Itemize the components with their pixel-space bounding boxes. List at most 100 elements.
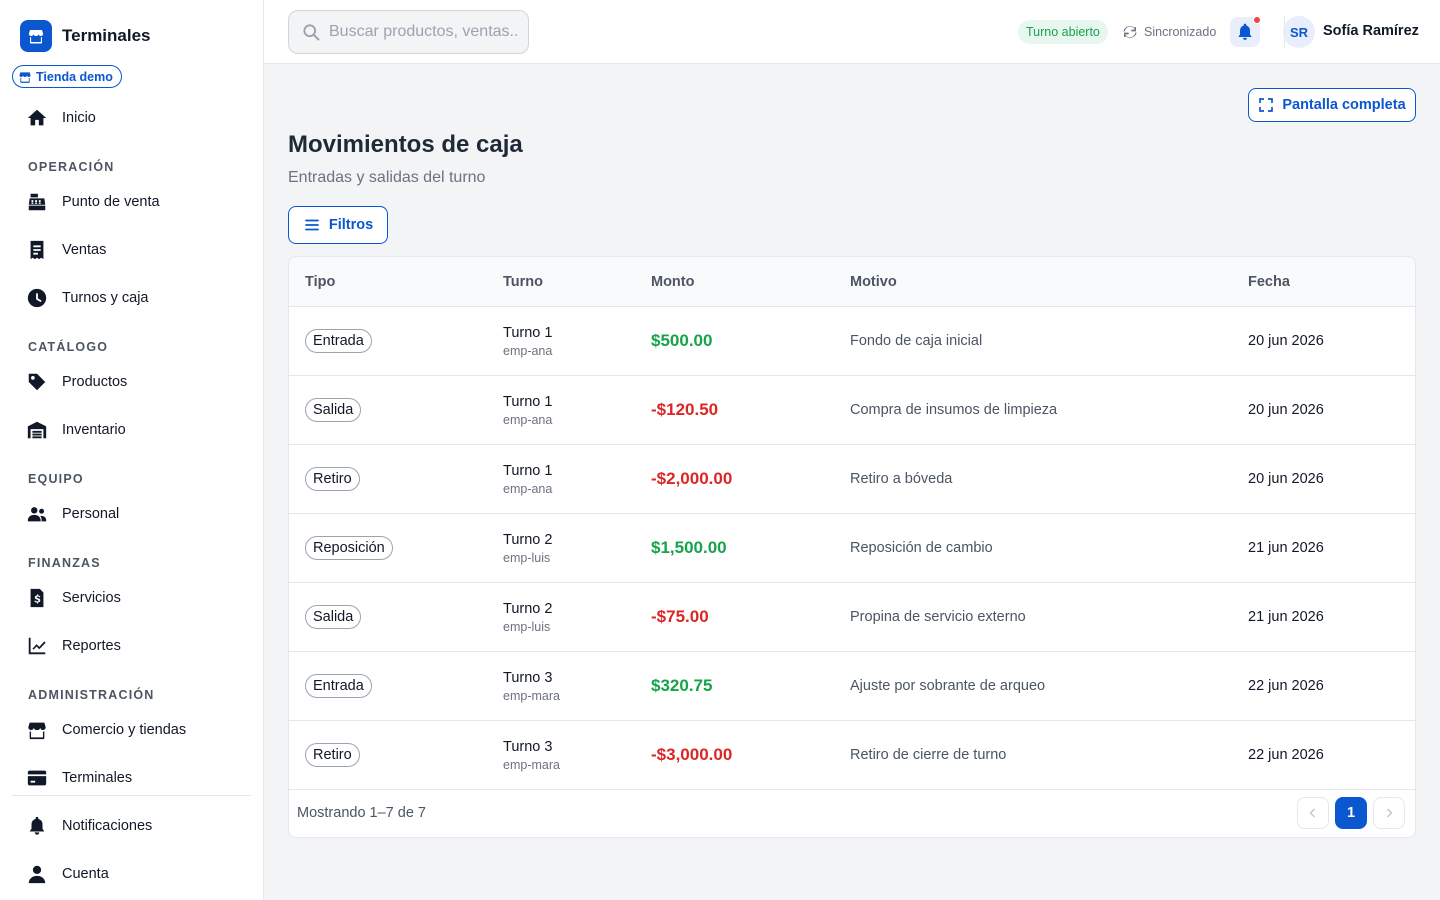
users-icon — [27, 507, 47, 522]
amount: -$2,000.00 — [651, 469, 733, 488]
section-equipo: EQUIPO — [28, 472, 84, 486]
date: 22 jun 2026 — [1248, 747, 1324, 763]
bell-icon — [1238, 23, 1252, 40]
employee-id: emp-ana — [503, 413, 553, 427]
clock-icon — [27, 288, 47, 308]
page-button-1[interactable]: 1 — [1335, 797, 1367, 829]
search-icon — [303, 24, 320, 41]
tag-icon — [28, 373, 46, 391]
sidebar-item-label: Cuenta — [62, 866, 109, 882]
table-row[interactable]: Entrada Turno 1 emp-ana $500.00 Fondo de… — [289, 307, 1415, 376]
bell-icon — [29, 816, 45, 835]
sidebar-item-inventario[interactable]: Inventario — [16, 410, 248, 450]
sidebar-item-label: Turnos y caja — [62, 290, 149, 306]
sidebar-item-notificaciones[interactable]: Notificaciones — [16, 806, 248, 846]
table-row[interactable]: Salida Turno 1 emp-ana -$120.50 Compra d… — [289, 376, 1415, 445]
home-icon — [27, 109, 47, 126]
reason: Retiro a bóveda — [850, 471, 953, 487]
user-name[interactable]: Sofía Ramírez — [1323, 23, 1419, 39]
column-header-monto[interactable]: Monto — [651, 274, 695, 290]
sidebar-item-personal[interactable]: Personal — [16, 494, 248, 534]
table-row[interactable]: Entrada Turno 3 emp-mara $320.75 Ajuste … — [289, 652, 1415, 721]
shift-name: Turno 1 — [503, 394, 553, 410]
date: 20 jun 2026 — [1248, 471, 1324, 487]
sidebar-item-label: Reportes — [62, 638, 121, 654]
amount: $1,500.00 — [651, 538, 727, 557]
sidebar-item-label: Terminales — [62, 770, 133, 786]
sidebar-item-label: Comercio y tiendas — [62, 722, 187, 738]
reason: Reposición de cambio — [850, 540, 993, 556]
expand-icon — [1259, 98, 1274, 112]
sidebar-item-label: Inicio — [62, 110, 96, 126]
search-box[interactable] — [288, 10, 529, 54]
amount: $320.75 — [651, 676, 713, 695]
employee-id: emp-ana — [503, 344, 553, 358]
sidebar-item-servicios[interactable]: Servicios — [16, 578, 248, 618]
sidebar-item-comercio-y-tiendas[interactable]: Comercio y tiendas — [16, 710, 248, 750]
page-subtitle: Entradas y salidas del turno — [288, 169, 486, 186]
table-row[interactable]: Retiro Turno 1 emp-ana -$2,000.00 Retiro… — [289, 445, 1415, 514]
credit-card-icon — [27, 770, 47, 786]
column-header-turno[interactable]: Turno — [503, 274, 543, 290]
type-chip: Entrada — [305, 329, 372, 353]
type-chip: Entrada — [305, 674, 372, 698]
sidebar-item-label: Personal — [62, 506, 120, 522]
shift-name: Turno 3 — [503, 670, 553, 686]
type-chip: Salida — [305, 605, 362, 629]
avatar[interactable]: SR — [1283, 16, 1315, 48]
sidebar-item-ventas[interactable]: Ventas — [16, 230, 248, 270]
column-header-motivo[interactable]: Motivo — [850, 274, 897, 290]
date: 21 jun 2026 — [1248, 540, 1324, 556]
reason: Ajuste por sobrante de arqueo — [850, 678, 1046, 694]
user-icon — [28, 865, 46, 884]
table-header: Tipo Turno Monto Motivo Fecha — [289, 257, 1415, 307]
reason: Compra de insumos de limpieza — [850, 402, 1058, 418]
column-header-tipo[interactable]: Tipo — [305, 274, 336, 290]
next-page-button[interactable] — [1373, 797, 1405, 829]
fullscreen-label: Pantalla completa — [1282, 97, 1406, 113]
sidebar-item-productos[interactable]: Productos — [16, 362, 248, 402]
amount: -$3,000.00 — [651, 745, 733, 764]
sidebar-item-inicio[interactable]: Inicio — [16, 98, 248, 138]
date: 20 jun 2026 — [1248, 402, 1324, 418]
store-selector[interactable]: Tienda demo — [12, 65, 122, 88]
sidebar-divider — [12, 795, 251, 796]
shift-status-badge: Turno abierto — [1018, 20, 1108, 44]
fullscreen-button[interactable]: Pantalla completa — [1248, 88, 1416, 122]
store-logo-icon — [20, 20, 52, 52]
prev-page-button[interactable] — [1297, 797, 1329, 829]
sync-label: Sincronizado — [1144, 25, 1217, 39]
reason: Fondo de caja inicial — [850, 333, 983, 349]
amount: -$75.00 — [651, 607, 709, 626]
amount: -$120.50 — [651, 400, 719, 419]
brand[interactable]: Terminales — [20, 20, 151, 52]
employee-id: emp-mara — [503, 758, 560, 772]
sidebar-item-turnos-y-caja[interactable]: Turnos y caja — [16, 278, 248, 318]
sidebar-item-label: Servicios — [62, 590, 121, 606]
store-name: Tienda demo — [36, 69, 113, 84]
notifications-button[interactable] — [1230, 16, 1261, 47]
employee-id: emp-luis — [503, 551, 551, 565]
filters-label: Filtros — [328, 217, 374, 233]
table-row[interactable]: Retiro Turno 3 emp-mara -$3,000.00 Retir… — [289, 721, 1415, 790]
type-chip: Reposición — [305, 536, 393, 560]
sidebar-item-punto-de-venta[interactable]: Punto de venta — [16, 182, 248, 222]
column-header-fecha[interactable]: Fecha — [1248, 274, 1290, 290]
sidebar-item-terminales[interactable]: Terminales — [16, 758, 248, 798]
chevron-left-icon — [1309, 808, 1316, 818]
shift-name: Turno 3 — [503, 739, 553, 755]
sidebar-item-label: Punto de venta — [62, 194, 160, 210]
search-input[interactable] — [329, 23, 519, 41]
filters-button[interactable]: Filtros — [288, 206, 388, 244]
sidebar-item-label: Ventas — [62, 242, 107, 258]
reason: Retiro de cierre de turno — [850, 747, 1007, 763]
sidebar-item-cuenta[interactable]: Cuenta — [16, 854, 248, 894]
sidebar-item-reportes[interactable]: Reportes — [16, 626, 248, 666]
table-row[interactable]: Salida Turno 2 emp-luis -$75.00 Propina … — [289, 583, 1415, 652]
employee-id: emp-luis — [503, 620, 551, 634]
table-row[interactable]: Reposición Turno 2 emp-luis $1,500.00 Re… — [289, 514, 1415, 583]
section-finanzas: FINANZAS — [28, 556, 101, 570]
sync-status[interactable]: Sincronizado — [1122, 20, 1216, 44]
warehouse-icon — [27, 421, 47, 439]
menu-icon — [304, 219, 319, 231]
